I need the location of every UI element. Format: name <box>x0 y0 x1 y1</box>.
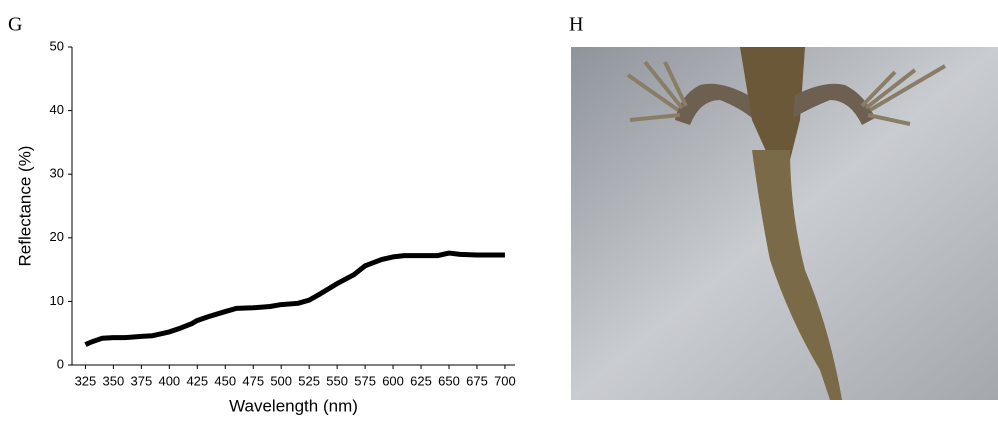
x-axis-label: Wavelength (nm) <box>229 396 358 415</box>
x-tick-label: 375 <box>131 373 153 388</box>
x-tick-label: 425 <box>186 373 208 388</box>
x-tick-label: 550 <box>326 373 348 388</box>
x-tick-label: 325 <box>75 373 97 388</box>
x-tick-label: 575 <box>354 373 376 388</box>
x-tick-label: 600 <box>382 373 404 388</box>
x-tick-label: 675 <box>466 373 488 388</box>
x-tick-label: 700 <box>494 373 516 388</box>
y-tick-label: 40 <box>50 102 64 117</box>
x-tick-label: 500 <box>270 373 292 388</box>
x-tick-label: 650 <box>438 373 460 388</box>
y-tick-label: 50 <box>50 38 64 53</box>
panel-label: G <box>8 14 22 36</box>
panel-label: H <box>569 14 583 36</box>
x-tick-label: 350 <box>103 373 125 388</box>
x-tick-label: 525 <box>298 373 320 388</box>
y-tick-label: 20 <box>50 229 64 244</box>
x-tick-label: 450 <box>214 373 236 388</box>
y-tick-label: 30 <box>50 166 64 181</box>
x-tick-label: 475 <box>242 373 264 388</box>
photo <box>571 47 998 400</box>
y-tick-label: 0 <box>57 356 64 371</box>
y-tick-label: 10 <box>50 293 64 308</box>
data-line <box>84 250 505 347</box>
y-axis-label: Reflectance (%) <box>15 146 34 267</box>
x-tick-label: 400 <box>158 373 180 388</box>
x-tick-label: 625 <box>410 373 432 388</box>
